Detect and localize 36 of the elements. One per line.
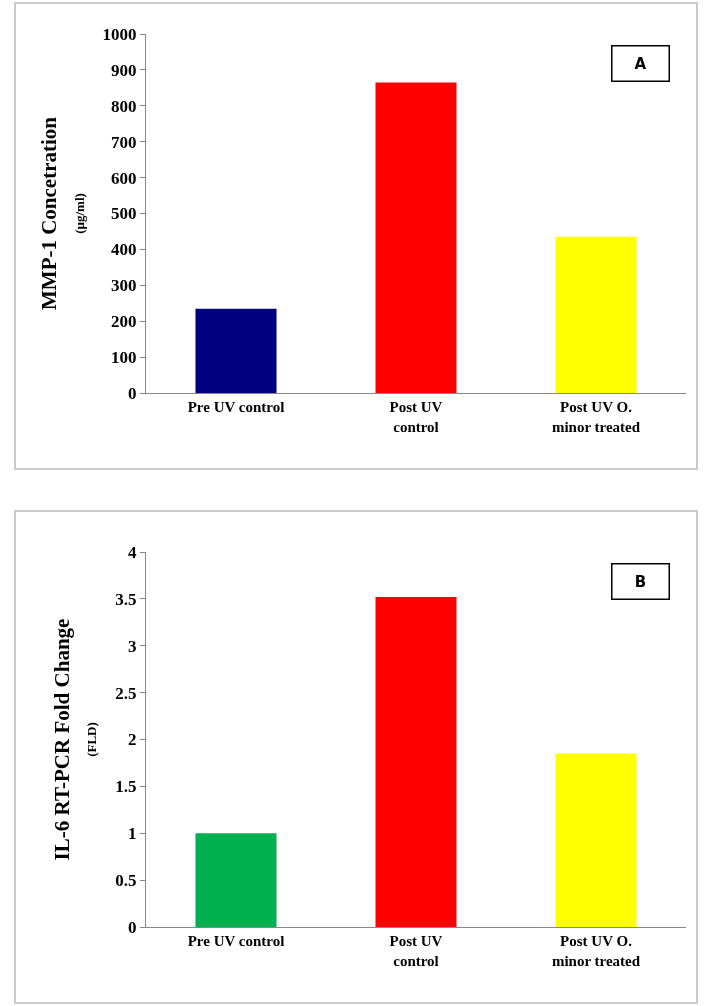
y-tick-label: 300: [111, 276, 137, 296]
y-tick-label: 3.5: [115, 589, 137, 609]
y-tick-label: 500: [111, 204, 137, 224]
y-tick-label: 0: [128, 917, 137, 937]
x-tick-label: Post UV control: [389, 933, 443, 969]
y-tick-label: 2.5: [115, 683, 137, 703]
x-tick-label: Post UV O. minor treated: [551, 933, 641, 969]
bar: [375, 82, 457, 393]
y-tick-label: 1: [128, 824, 137, 844]
y-tick-label: 600: [111, 168, 137, 188]
y-tick-label: 3: [128, 636, 137, 656]
y-tick-label: 900: [111, 60, 137, 80]
y-tick-label: 800: [111, 96, 137, 116]
y-tick-label: 700: [111, 132, 137, 152]
y-tick-label: 0: [128, 383, 137, 403]
y-tick-label: 2: [128, 730, 137, 750]
bar: [195, 308, 277, 393]
bar: [555, 236, 637, 393]
y-tick-label: 100: [111, 348, 137, 368]
y-tick-label: 200: [111, 312, 137, 332]
x-tick-label: Pre UV control: [187, 399, 285, 415]
x-tick-label: Pre UV control: [187, 933, 285, 949]
y-axis-title: IL-6 RT-PCR Fold Change (FLD): [50, 618, 100, 861]
bar: [195, 833, 277, 927]
x-tick-label: Post UV control: [389, 399, 443, 435]
annotation: A: [634, 54, 647, 73]
y-tick-label: 400: [111, 240, 137, 260]
y-tick-label: 1.5: [115, 777, 137, 797]
x-tick-label: Post UV O. minor treated: [551, 399, 641, 435]
bar: [555, 753, 637, 927]
annotation: B: [634, 572, 647, 591]
y-tick-label: 1000: [102, 24, 137, 44]
bar: [375, 597, 457, 927]
y-tick-label: 4: [128, 542, 138, 562]
y-tick-label: 0.5: [115, 871, 137, 891]
y-axis-title: MMP-1 Concetration (µg/ml): [37, 116, 87, 311]
